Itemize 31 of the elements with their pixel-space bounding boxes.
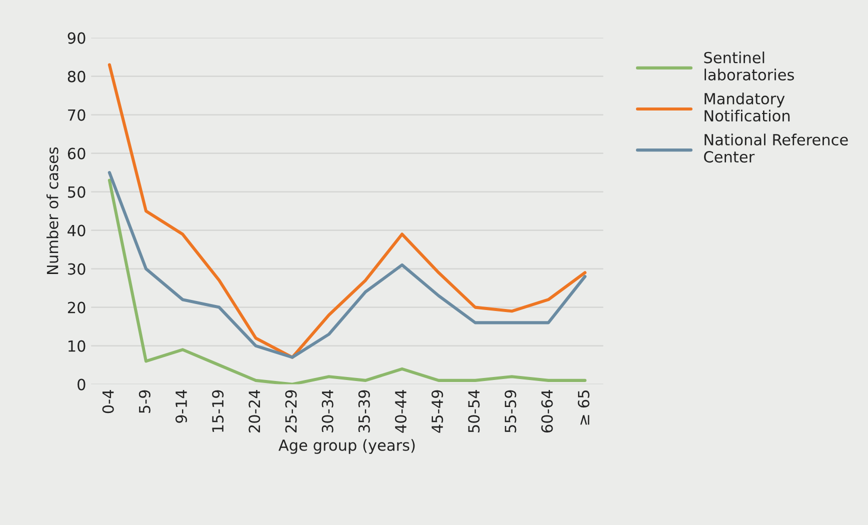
x-tick-label: 30-34 bbox=[322, 390, 334, 432]
y-tick-label: 50 bbox=[68, 186, 86, 198]
y-axis-title: Number of cases bbox=[46, 147, 58, 274]
legend-label: Sentinel laboratories bbox=[704, 52, 794, 80]
y-tick-label: 20 bbox=[68, 302, 86, 314]
x-tick-label: ≥ 65 bbox=[578, 390, 590, 425]
x-tick-label: 9-14 bbox=[175, 390, 188, 423]
y-tick-label: 80 bbox=[68, 70, 86, 82]
y-tick-label: 60 bbox=[68, 148, 86, 160]
line-series bbox=[108, 171, 586, 359]
x-tick-label: 35-39 bbox=[358, 390, 370, 432]
x-tick-label: 25-29 bbox=[285, 390, 297, 432]
y-tick-label: 90 bbox=[68, 32, 86, 44]
y-tick-label: 10 bbox=[68, 340, 86, 352]
x-tick-label: 0-4 bbox=[102, 390, 114, 414]
x-tick-label: 55-59 bbox=[504, 390, 516, 432]
x-tick-label: 15-19 bbox=[212, 390, 224, 432]
y-tick-label: 70 bbox=[68, 109, 86, 121]
x-tick-label: 20-24 bbox=[248, 390, 260, 432]
x-tick-label: 50-54 bbox=[468, 390, 480, 432]
x-tick-label: 60-64 bbox=[541, 390, 553, 432]
line-series bbox=[108, 178, 586, 384]
y-tick-label: 0 bbox=[78, 378, 86, 390]
legend-label: Mandatory Notification bbox=[704, 92, 790, 122]
y-tick-label: 30 bbox=[68, 263, 86, 275]
x-tick-label: 45-49 bbox=[432, 390, 444, 433]
x-axis-title: Age group (years) bbox=[278, 439, 415, 454]
x-tick-label: 40-44 bbox=[394, 390, 407, 433]
legend-label: National Reference Center bbox=[704, 134, 848, 163]
x-tick-label: 5-9 bbox=[138, 390, 150, 413]
y-tick-label: 40 bbox=[68, 224, 86, 236]
